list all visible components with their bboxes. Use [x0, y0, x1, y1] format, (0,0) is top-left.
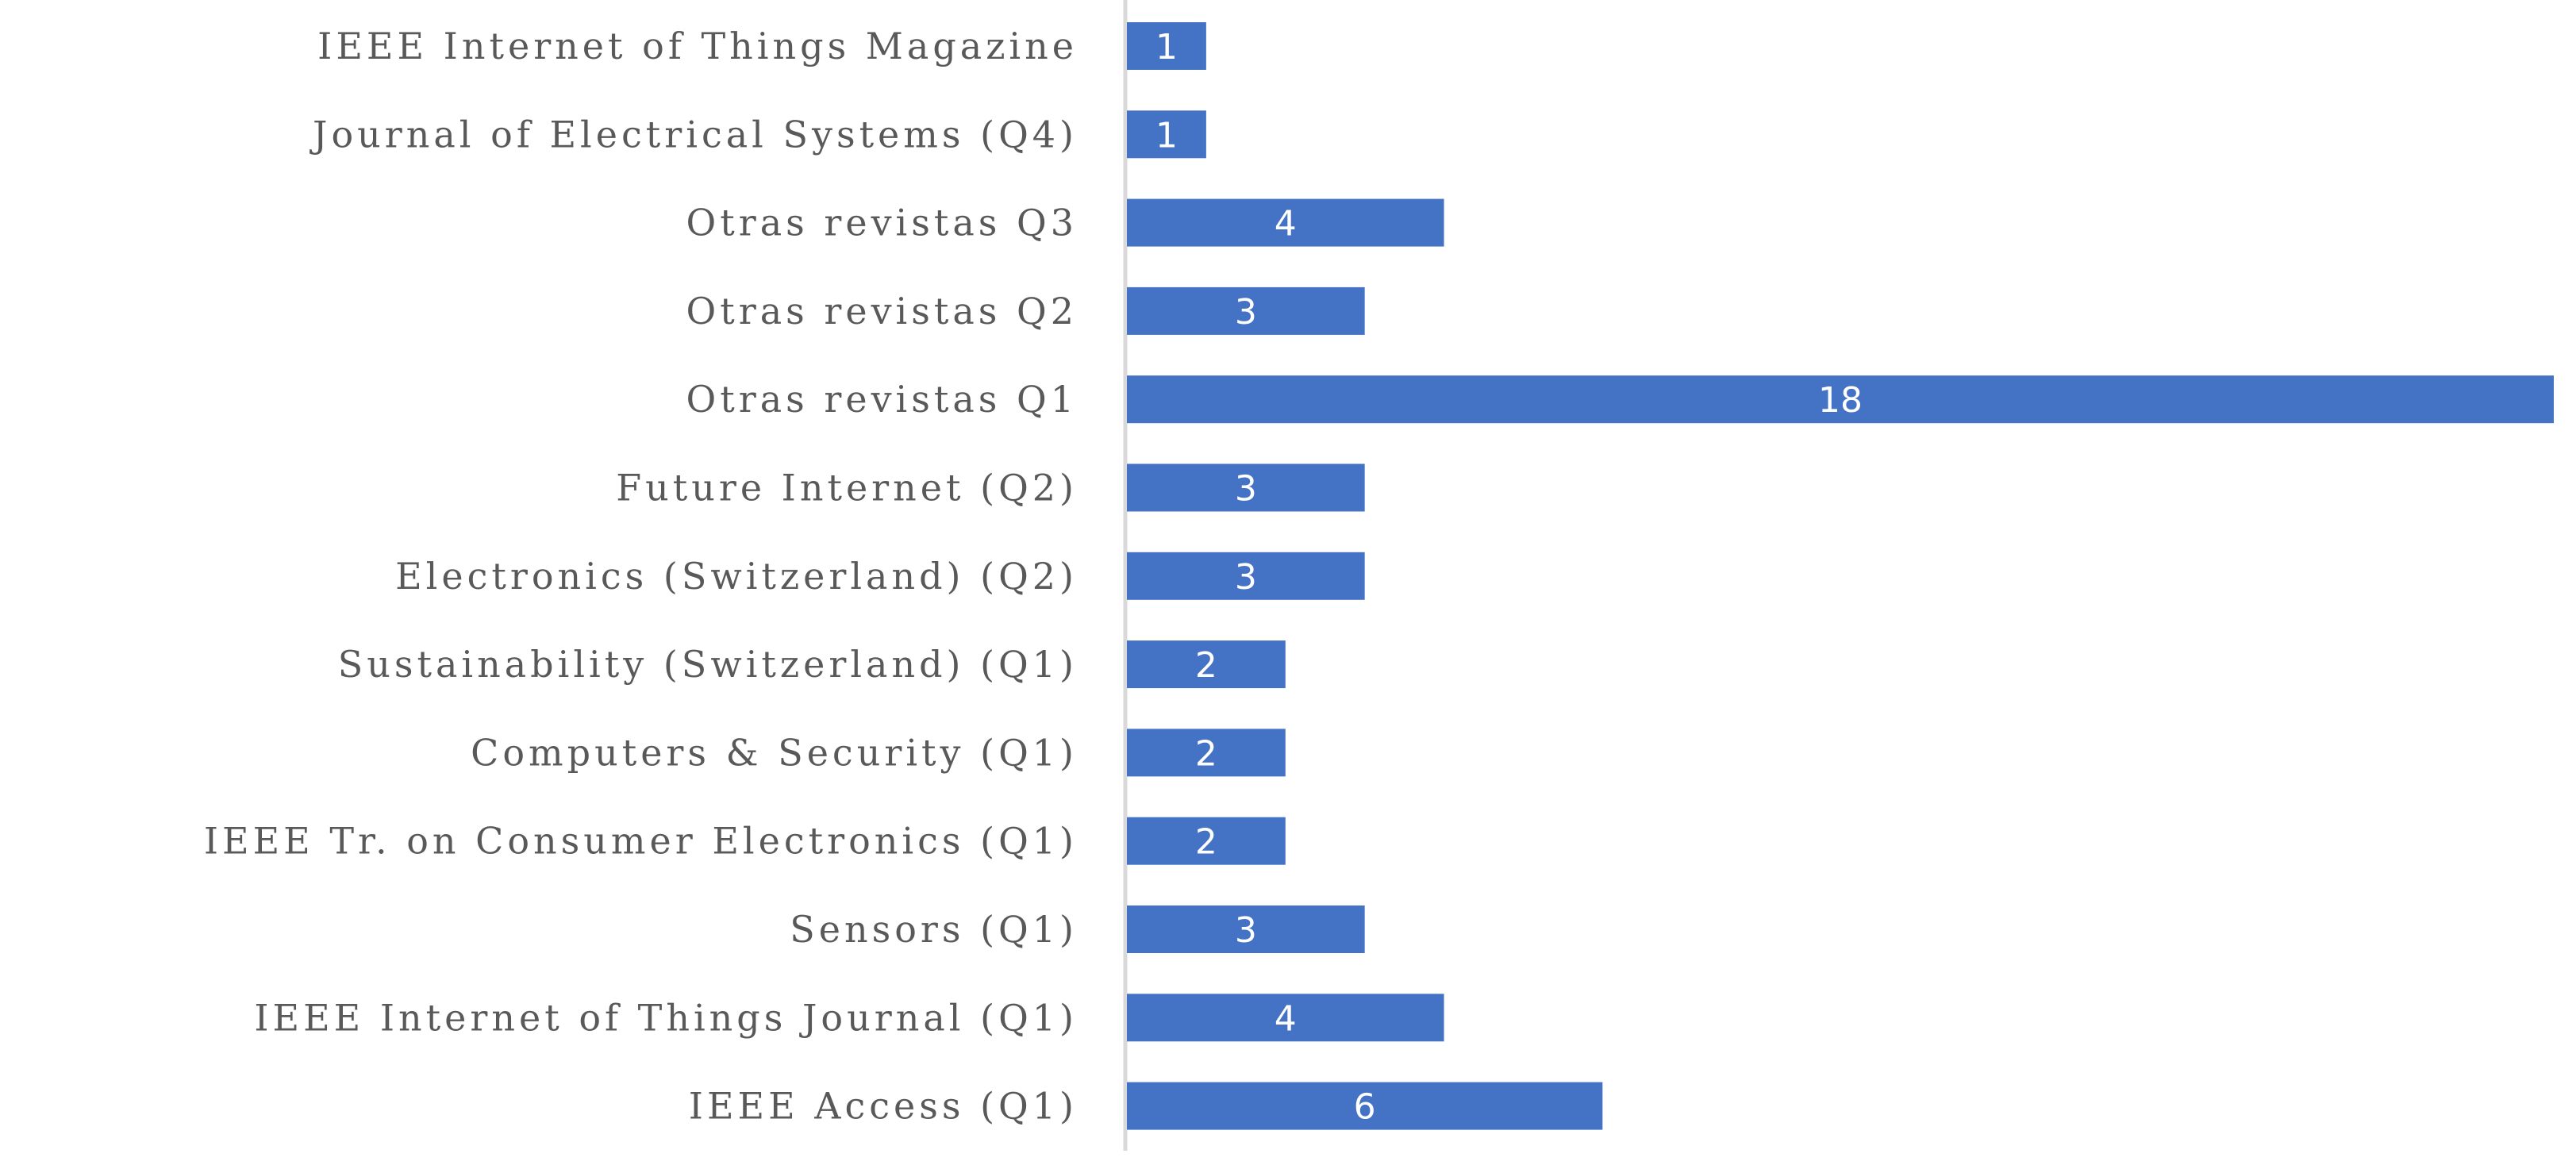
category-label: Otras revistas Q3 — [686, 202, 1078, 244]
data-label: 1 — [1155, 115, 1178, 156]
data-label: 3 — [1235, 910, 1257, 951]
data-label: 3 — [1235, 292, 1257, 333]
bar — [1127, 994, 1444, 1042]
category-label: Journal of Electrical Systems (Q4) — [310, 113, 1078, 156]
category-label: Future Internet (Q2) — [616, 467, 1078, 509]
bar — [1127, 817, 1286, 865]
category-label: IEEE Tr. on Consumer Electronics (Q1) — [204, 820, 1078, 863]
category-label: Otras revistas Q1 — [686, 378, 1078, 421]
category-label: Electronics (Switzerland) (Q2) — [395, 555, 1078, 598]
data-label: 1 — [1155, 27, 1178, 67]
bar — [1127, 110, 1206, 159]
data-label: 6 — [1354, 1087, 1376, 1128]
category-label: Computers & Security (Q1) — [471, 731, 1078, 774]
bar — [1127, 1082, 1603, 1130]
bar — [1127, 905, 1365, 953]
bar — [1127, 640, 1286, 689]
bar — [1127, 375, 2554, 424]
data-label: 2 — [1195, 733, 1217, 774]
bar — [1127, 463, 1365, 512]
data-label: 4 — [1275, 204, 1297, 244]
data-label: 3 — [1235, 469, 1257, 509]
bar — [1127, 552, 1365, 600]
data-label: 18 — [1818, 380, 1863, 421]
category-label: Otras revistas Q2 — [686, 290, 1078, 333]
data-label: 2 — [1195, 645, 1217, 686]
data-label: 4 — [1275, 998, 1297, 1039]
category-label: IEEE Internet of Things Magazine — [317, 25, 1078, 67]
bar — [1127, 286, 1365, 335]
category-label: IEEE Access (Q1) — [689, 1085, 1078, 1128]
data-label: 2 — [1195, 822, 1217, 863]
category-label: Sustainability (Switzerland) (Q1) — [338, 643, 1078, 686]
category-label: IEEE Internet of Things Journal (Q1) — [254, 996, 1078, 1039]
bar — [1127, 729, 1286, 777]
category-label: Sensors (Q1) — [790, 908, 1078, 951]
data-label: 3 — [1235, 557, 1257, 598]
bar — [1127, 22, 1206, 70]
bar — [1127, 198, 1444, 247]
